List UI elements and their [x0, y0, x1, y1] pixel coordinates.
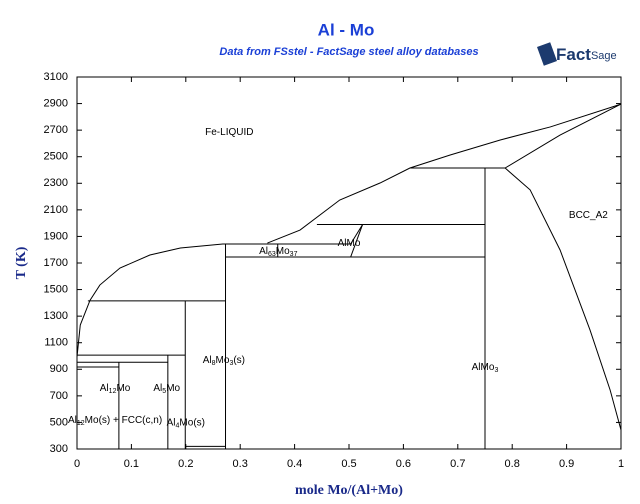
- region-label-part: Al: [203, 355, 212, 366]
- region-label: Al12Mo(s) + FCC(c,n): [68, 414, 162, 426]
- region-label-part: Mo: [166, 383, 180, 394]
- x-tick-label: 0.7: [450, 458, 465, 470]
- region-label-subscript: 8: [212, 360, 216, 367]
- y-tick-label: 700: [50, 390, 68, 402]
- logo-part: Sage: [591, 50, 617, 62]
- phase-boundary: [504, 167, 622, 431]
- x-tick-label: 0.8: [505, 458, 520, 470]
- region-label-part: AlMo: [338, 238, 361, 249]
- region-label: Al5Mo: [153, 383, 180, 395]
- y-tick-label: 1500: [44, 283, 68, 295]
- phase-boundary: [76, 243, 241, 357]
- region-label-part: Mo: [216, 355, 230, 366]
- region-label-part: Al: [153, 383, 162, 394]
- y-tick-label: 2100: [44, 204, 68, 216]
- phase-boundary: [267, 103, 622, 244]
- region-label-subscript: 12: [109, 388, 117, 395]
- chart-subtitle: Data from FSstel - FactSage steel alloy …: [219, 46, 478, 58]
- x-tick-label: 0: [74, 458, 80, 470]
- region-label-subscript: 5: [162, 388, 166, 395]
- region-label: AlMo3: [472, 362, 499, 374]
- region-label-part: Mo: [276, 246, 290, 257]
- y-tick-label: 300: [50, 443, 68, 455]
- x-tick-label: 0.1: [124, 458, 139, 470]
- y-tick-label: 500: [50, 416, 68, 428]
- phase-boundary: [350, 224, 364, 258]
- phase-boundary: [504, 103, 622, 169]
- region-label-part: (s): [233, 355, 245, 366]
- region-label-subscript: 3: [494, 367, 498, 374]
- x-axis-label: mole Mo/(Al+Mo): [295, 483, 403, 498]
- region-label-part: Al: [259, 246, 268, 257]
- region-label-subscript: 63: [268, 251, 276, 258]
- region-label-subscript: 3: [229, 360, 233, 367]
- region-label-part: Al: [167, 417, 176, 428]
- chart-title: Al - Mo: [318, 20, 375, 39]
- region-label: Al4Mo(s): [167, 417, 205, 429]
- x-tick-label: 0.6: [396, 458, 411, 470]
- x-tick-label: 1: [618, 458, 624, 470]
- region-label: Al63Mo37: [259, 246, 298, 258]
- x-tick-label: 0.9: [559, 458, 574, 470]
- region-label-part: BCC_A2: [569, 210, 608, 221]
- region-label: Al12Mo: [100, 383, 131, 395]
- y-tick-label: 1300: [44, 310, 68, 322]
- region-label-part: Fe-LIQUID: [205, 127, 253, 138]
- phase-boundary: [350, 224, 364, 245]
- y-tick-label: 1900: [44, 230, 68, 242]
- region-label-part: Mo(s) + FCC(c,n): [85, 414, 163, 425]
- x-tick-label: 0.5: [341, 458, 356, 470]
- y-tick-label: 900: [50, 363, 68, 375]
- y-tick-label: 2900: [44, 97, 68, 109]
- region-label-subscript: 37: [290, 251, 298, 258]
- region-label-part: Al: [68, 414, 77, 425]
- region-label: AlMo: [338, 238, 361, 249]
- x-tick-label: 0.3: [233, 458, 248, 470]
- region-label-part: Al: [100, 383, 109, 394]
- y-tick-label: 1100: [44, 337, 68, 349]
- logo-text: FactSage: [556, 45, 617, 64]
- region-label: BCC_A2: [569, 210, 608, 221]
- logo-mark: [537, 42, 557, 66]
- y-tick-label: 2500: [44, 151, 68, 163]
- region-label-part: Mo(s): [179, 417, 205, 428]
- logo-part: Fact: [556, 45, 591, 64]
- region-label-subscript: 12: [77, 420, 85, 427]
- logo: FactSage: [537, 42, 617, 66]
- region-label-part: AlMo: [472, 362, 495, 373]
- y-tick-label: 3100: [44, 71, 68, 83]
- region-label-part: Mo: [116, 383, 130, 394]
- y-axis-label: T (K): [14, 246, 29, 279]
- region-label-subscript: 4: [176, 422, 180, 429]
- x-tick-label: 0.2: [178, 458, 193, 470]
- y-tick-label: 1700: [44, 257, 68, 269]
- y-tick-label: 2700: [44, 124, 68, 136]
- region-label: Fe-LIQUID: [205, 127, 253, 138]
- region-label: Al8Mo3(s): [203, 355, 245, 367]
- x-tick-label: 0.4: [287, 458, 302, 470]
- y-tick-label: 2300: [44, 177, 68, 189]
